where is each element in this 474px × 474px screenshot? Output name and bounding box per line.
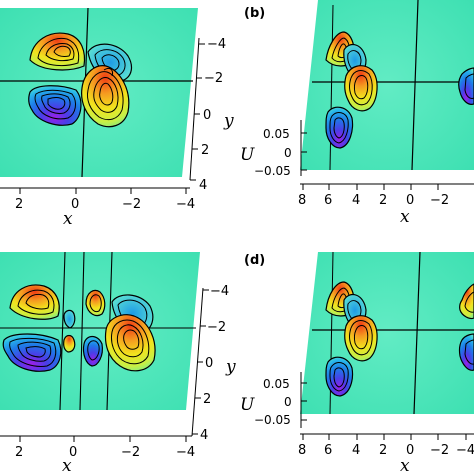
- panel-c-lobe-negative-3: [2, 333, 62, 372]
- panel-b-x-tick-1: 8: [298, 193, 306, 208]
- panel-a-y-axis: −4 −2 0 2 4 y: [189, 37, 234, 193]
- panel-a-lobe-negative-2: [28, 85, 82, 126]
- panel-c-lobe-positive-1: [9, 284, 60, 320]
- panel-d-x-tick-5: 0: [406, 443, 414, 458]
- panel-d-u-label: U: [240, 395, 255, 415]
- panel-a-y-tick-2: −2: [204, 71, 223, 86]
- panel-a-x-tick-4: −4: [176, 197, 195, 212]
- panel-c: −4 −2 0 2 4 y 2 0 −2 −4 x: [0, 251, 236, 474]
- panel-d: (d): [240, 251, 474, 474]
- panel-b-label: (b): [244, 6, 265, 21]
- panel-c-y-tick-1: −4: [210, 284, 229, 299]
- panel-a-x-label: x: [63, 209, 73, 229]
- panel-d-lobe-edge-positive: [459, 283, 474, 320]
- panel-b-x-tick-3: 4: [352, 193, 360, 208]
- panel-c-x-tick-4: −4: [176, 445, 195, 460]
- panel-b-x-axis: 8 6 4 2 0 −2 x: [298, 183, 474, 227]
- panel-b-u-tick-2: 0: [284, 146, 292, 160]
- panel-d-u-tick-3: −0.05: [254, 413, 291, 427]
- panel-b-x-tick-5: 0: [406, 193, 414, 208]
- panel-b: (b): [240, 0, 474, 227]
- panel-b-u-label: U: [240, 145, 255, 165]
- panel-b-u-tick-1: 0.05: [263, 127, 290, 141]
- panel-b-x-tick-2: 6: [324, 193, 332, 208]
- panel-d-lobe-negative-2: [325, 356, 354, 397]
- panel-b-lobe-negative-2: [325, 106, 354, 149]
- panel-d-x-tick-1: 8: [298, 443, 306, 458]
- panel-c-lobe-positive-2: [85, 289, 106, 317]
- panel-b-x-tick-6: −2: [430, 193, 449, 208]
- panel-c-x-axis: 2 0 −2 −4 x: [0, 435, 195, 474]
- panel-a-y-tick-1: −4: [207, 37, 226, 52]
- panel-c-y-tick-5: 4: [200, 428, 208, 443]
- panel-a-x-tick-2: 0: [71, 197, 79, 212]
- panel-b-lobe-edge: [458, 67, 474, 105]
- panel-d-u-tick-2: 0: [284, 395, 292, 409]
- panel-c-x-label: x: [62, 456, 72, 474]
- panel-d-surface: [300, 252, 474, 414]
- panel-d-x-tick-7: −4: [456, 443, 474, 458]
- panel-c-y-label: y: [225, 357, 236, 377]
- panel-d-x-axis: 8 6 4 2 0 −2 −4 x: [298, 433, 474, 474]
- panel-a-x-tick-3: −2: [122, 197, 141, 212]
- panel-a-lobe-positive-1: [29, 32, 86, 71]
- panel-d-x-tick-2: 6: [324, 443, 332, 458]
- panel-d-x-tick-3: 4: [352, 443, 360, 458]
- panel-b-x-label: x: [400, 207, 410, 227]
- panel-b-surface: [300, 0, 474, 170]
- panel-c-x-tick-1: 2: [15, 445, 23, 460]
- panel-b-x-tick-4: 2: [379, 193, 387, 208]
- panel-c-lobe-positive-3: [104, 314, 156, 372]
- panel-c-y-tick-3: 0: [205, 356, 213, 371]
- panel-d-lobe-edge-negative: [458, 333, 474, 371]
- panel-d-u-tick-1: 0.05: [263, 377, 290, 391]
- panel-a-y-tick-3: 0: [203, 108, 211, 123]
- panel-c-x-tick-3: −2: [121, 445, 140, 460]
- panel-d-u-axis: 0.05 0 −0.05 U: [240, 372, 307, 428]
- panel-c-x-tick-2: 0: [69, 445, 77, 460]
- panel-c-lobe-negative-2: [82, 335, 103, 367]
- panel-a-y-tick-4: 2: [201, 143, 209, 158]
- panel-a-x-tick-1: 2: [15, 197, 23, 212]
- panel-d-lobe-positive-2: [344, 315, 378, 362]
- panel-a: −4 −2 0 2 4 y 2 0 −2 −4 x: [0, 7, 234, 229]
- panel-d-x-tick-6: −2: [430, 443, 449, 458]
- panel-a-y-label: y: [223, 111, 234, 131]
- panel-d-x-label: x: [400, 456, 410, 474]
- panel-c-y-axis: −4 −2 0 2 4 y: [191, 284, 236, 443]
- panel-c-lobe-positive-4: [63, 334, 76, 353]
- panel-b-u-axis: 0.05 0 −0.05 U: [240, 120, 307, 178]
- panel-d-x-tick-4: 2: [379, 443, 387, 458]
- panel-c-y-tick-2: −2: [207, 320, 226, 335]
- panel-a-y-tick-5: 4: [199, 178, 207, 193]
- panel-a-x-axis: 2 0 −2 −4 x: [0, 187, 195, 229]
- panel-b-u-tick-3: −0.05: [254, 164, 291, 178]
- panel-c-y-tick-4: 2: [203, 392, 211, 407]
- panel-c-lobe-negative-small: [63, 309, 76, 329]
- panel-b-lobe-positive-2: [344, 65, 378, 112]
- panel-c-surface: [0, 252, 200, 410]
- panel-a-lobe-positive-2: [81, 65, 130, 128]
- panel-d-label: (d): [244, 253, 265, 268]
